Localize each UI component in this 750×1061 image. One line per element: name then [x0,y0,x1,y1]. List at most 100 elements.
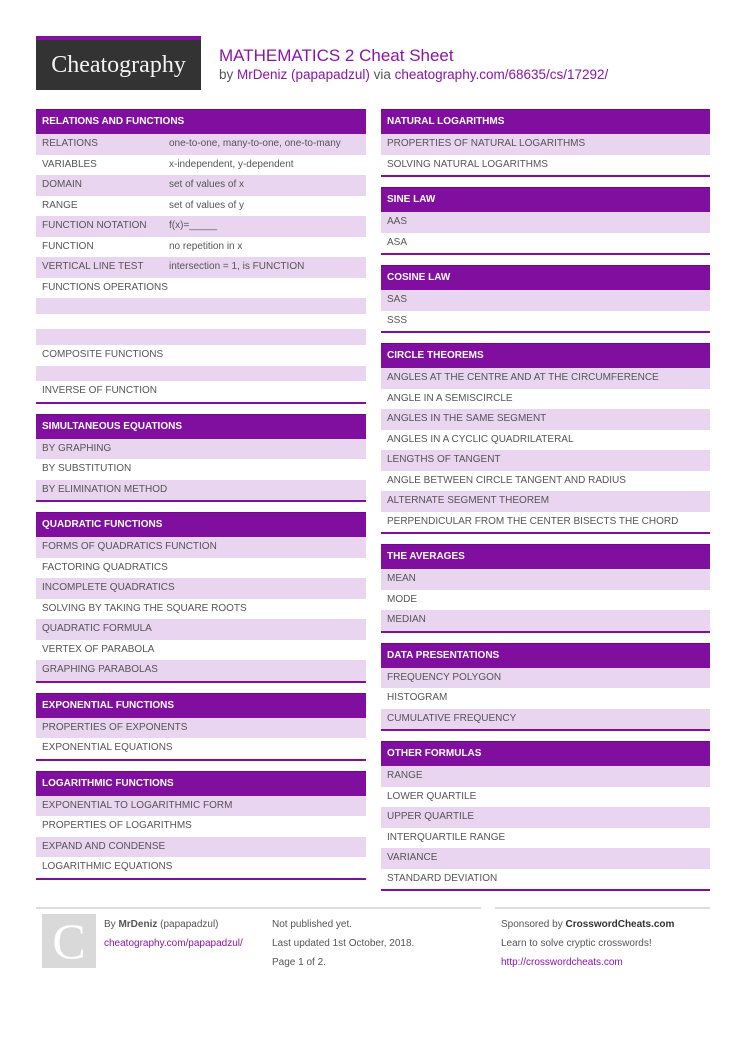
row-key: BY ELIMINATION METHOD [42,483,168,495]
section-the-averages: THE AVERAGES MEAN MODE MEDIAN [381,544,710,633]
table-row [36,298,366,314]
cheatography-logo[interactable]: Cheatography [36,36,201,90]
row-key: ASA [387,236,408,248]
table-row: FREQUENCY POLYGON [381,667,710,688]
table-row: EXPONENTIAL EQUATIONS [36,738,366,759]
table-row: LOGARITHMIC EQUATIONS [36,857,366,878]
row-key: INCOMPLETE QUADRATICS [42,582,175,594]
table-row: ANGLES IN A CYCLIC QUADRILATERAL [381,430,710,451]
row-key: PROPERTIES OF NATURAL LOGARITHMS [387,138,586,149]
table-row: ANGLE IN A SEMISCIRCLE [381,389,710,410]
table-row: LOWER QUARTILE [381,787,710,808]
row-key: DOMAIN [42,179,82,190]
footer-author-link[interactable]: cheatography.com/papapadzul/ [104,938,243,949]
row-key: FUNCTION NOTATION [42,220,147,231]
row-value: no repetition in x [169,240,243,252]
table-row: VERTICAL LINE TEST intersection = 1, is F… [36,257,366,278]
table-row: ANGLES AT THE CENTRE AND AT THE CIRCUMFE… [381,368,710,389]
section-header: CIRCLE THEOREMS [381,343,710,368]
table-row: RANGE [381,766,710,787]
table-row: MEAN [381,569,710,590]
left-column: RELATIONS AND FUNCTIONS RELATIONS one-to-o… [36,109,366,890]
row-key: PROPERTIES OF EXPONENTS [42,721,188,733]
page-number: Page 1 of 2. [272,957,326,968]
sponsor-name: CrosswordCheats.com [565,919,675,930]
row-key: VARIABLES [42,158,97,170]
table-row: BY SUBSTITUTION [36,459,366,480]
table-row: SOLVING BY TAKING THE SQUARE ROOTS [36,599,366,620]
table-row: MEDIAN [381,610,710,631]
via-label: via [373,67,391,82]
section-quadratic-functions: QUADRATIC FUNCTIONS FORMS OF QUADRATICS F… [36,512,366,683]
row-key: BY GRAPHING [42,442,112,454]
author-avatar: C [42,914,96,968]
sponsor-link[interactable]: http://crosswordcheats.com [501,957,623,968]
row-value: f(x)=_____ [169,220,218,231]
row-key: BY SUBSTITUTION [42,463,132,475]
section-header: LOGARITHMIC FUNCTIONS [36,770,366,796]
row-key: INVERSE OF FUNCTION [42,385,158,397]
table-row: BY ELIMINATION METHOD [36,479,366,501]
table-row: QUADRATIC FORMULA [36,619,366,640]
row-value: set of values of y [169,199,245,211]
table-row: INTERQUARTILE RANGE [381,828,710,849]
section-header: QUADRATIC FUNCTIONS [36,512,366,538]
section-header: NATURAL LOGARITHMS [381,109,710,134]
section-header: RELATIONS AND FUNCTIONS [36,109,366,134]
table-row: DOMAIN set of values of x [36,175,366,196]
section-sine-law: SINE LAW AAS ASA [381,187,710,255]
section-other-formulas: OTHER FORMULAS RANGE LOWER QUARTILE UPPER Q… [381,741,710,891]
row-key: QUADRATIC FORMULA [42,623,152,635]
row-key: CUMULATIVE FREQUENCY [387,712,517,724]
author-link[interactable]: MrDeniz (papapadzul) [237,67,370,82]
section-header: COSINE LAW [381,265,710,290]
section-circle-theorems: CIRCLE THEOREMS ANGLES AT THE CENTRE AND … [381,343,710,534]
sheet-url-link[interactable]: cheatography.com/68635/cs/17292/ [394,67,609,82]
row-key: RANGE [42,199,78,211]
section-header: DATA PRESENTATIONS [381,642,710,668]
table-row: FUNCTION no repetition in x [36,237,366,258]
row-key: FUNCTIONS OPERATIONS [42,281,168,293]
table-row: ALTERNATE SEGMENT THEOREM [381,491,710,512]
table-row: HISTOGRAM [381,688,710,709]
row-key: EXPONENTIAL TO LOGARITHMIC FORM [42,799,233,811]
table-row: BY GRAPHING [36,438,366,460]
section-header: THE AVERAGES [381,544,710,569]
section-logarithmic-functions: LOGARITHMIC FUNCTIONS EXPONENTIAL TO LOGA… [36,770,366,880]
table-row: CUMULATIVE FREQUENCY [381,708,710,729]
table-row: ASA [381,233,710,254]
table-row: RELATIONS one-to-one, many-to-one, one-to… [36,134,366,155]
right-column: NATURAL LOGARITHMS PROPERTIES OF NATURAL … [381,109,710,901]
section-exponential-functions: EXPONENTIAL FUNCTIONS PROPERTIES OF EXPON… [36,692,366,761]
row-key: VARIANCE [387,852,438,863]
publish-status: Not published yet. [272,919,353,930]
row-key: RELATIONS [42,138,98,149]
row-key: ANGLES IN A CYCLIC QUADRILATERAL [387,433,574,445]
section-natural-logarithms: NATURAL LOGARITHMS PROPERTIES OF NATURAL … [381,109,710,177]
section-header: EXPONENTIAL FUNCTIONS [36,692,366,718]
row-value: set of values of x [169,179,245,190]
table-row: VARIANCE [381,848,710,869]
row-key: SSS [387,314,408,326]
table-row: LENGTHS OF TANGENT [381,450,710,471]
row-key: EXPONENTIAL EQUATIONS [42,742,173,754]
sponsored-label: Sponsored by [501,919,563,930]
section-relations-and-functions: RELATIONS AND FUNCTIONS RELATIONS one-to-o… [36,109,366,404]
row-key: FUNCTION [42,240,94,252]
row-key: STANDARD DEVIATION [387,872,498,884]
row-key: FORMS OF QUADRATICS FUNCTION [42,541,217,553]
table-row [36,314,366,330]
table-row: INVERSE OF FUNCTION [36,381,366,402]
row-key: ANGLES IN THE SAME SEGMENT [387,413,547,424]
footer-sponsor: Sponsored by CrosswordCheats.com Learn to… [495,907,710,972]
table-row: PERPENDICULAR FROM THE CENTER BISECTS TH… [381,512,710,533]
row-key: PERPENDICULAR FROM THE CENTER BISECTS TH… [387,515,679,527]
row-key: LOGARITHMIC EQUATIONS [42,861,173,873]
by-label: by [219,67,234,82]
row-key: UPPER QUARTILE [387,811,475,822]
footer-author: By MrDeniz (papapadzul) cheatography.com/… [36,907,366,953]
row-value: intersection = 1, is FUNCTION [169,261,305,272]
table-row: SAS [381,290,710,311]
table-row: SOLVING NATURAL LOGARITHMS [381,155,710,176]
row-key: AAS [387,216,408,227]
